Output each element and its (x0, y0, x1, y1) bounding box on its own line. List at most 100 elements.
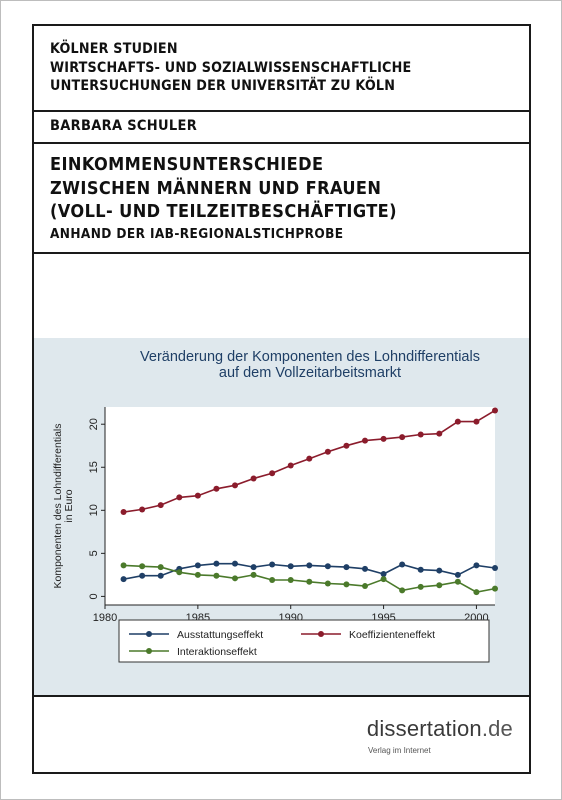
publisher-tld: .de (481, 716, 513, 741)
data-point (454, 571, 461, 578)
line-chart: Veränderung der Komponenten des Lohndiff… (52, 349, 498, 663)
data-point (232, 575, 238, 582)
series-line-3: UNTERSUCHUNGEN DER UNIVERSITÄT ZU KÖLN (50, 78, 396, 94)
data-point (324, 563, 331, 570)
legend-swatch-marker (146, 631, 152, 637)
data-point (324, 448, 331, 455)
series-line-1: KÖLNER STUDIEN (50, 41, 178, 57)
data-point (362, 565, 368, 572)
data-point (176, 494, 183, 501)
y-tick-label: 10 (88, 504, 100, 516)
data-point (287, 577, 294, 584)
legend-swatch-marker (318, 631, 324, 637)
data-point (157, 502, 164, 509)
data-point (213, 572, 220, 579)
data-point (343, 564, 350, 571)
data-point (492, 407, 498, 414)
data-point (492, 564, 498, 571)
series-line-2: WIRTSCHAFTS- UND SOZIALWISSENSCHAFTLICHE (50, 59, 412, 76)
legend-label: Ausstattungseffekt (177, 629, 263, 641)
data-point (380, 571, 387, 578)
data-point (269, 561, 276, 568)
title-line-2: ZWISCHEN MÄNNERN UND FRAUEN (50, 177, 382, 199)
data-point (399, 587, 406, 594)
data-point (436, 567, 443, 574)
divider (34, 695, 529, 697)
data-point (454, 578, 461, 585)
data-point (417, 431, 424, 438)
data-point (417, 566, 424, 573)
book-title: EINKOMMENSUNTERSCHIEDE ZWISCHEN MÄNNERN … (50, 153, 519, 224)
title-line-3: (VOLL- UND TEILZEITBESCHÄFTIGTE) (50, 201, 397, 222)
data-point (306, 455, 313, 462)
data-point (492, 585, 498, 592)
data-point (194, 571, 201, 578)
divider (34, 142, 529, 144)
data-point (176, 569, 183, 576)
x-tick-label: 1980 (93, 612, 117, 624)
data-point (213, 485, 220, 492)
data-point (250, 571, 257, 578)
data-point (473, 418, 480, 425)
data-point (287, 563, 294, 570)
legend-label: Interaktionseffekt (177, 646, 257, 658)
author-name: BARBARA SCHULER (50, 118, 198, 134)
data-point (120, 576, 127, 583)
chart-title-line: auf dem Vollzeitarbeitsmarkt (219, 365, 401, 381)
legend-swatch-marker (146, 648, 152, 654)
divider (34, 252, 529, 254)
data-point (362, 437, 368, 444)
data-point (139, 563, 146, 570)
data-point (417, 583, 424, 590)
chart-title-line: Veränderung der Komponenten des Lohndiff… (140, 349, 480, 365)
data-point (473, 589, 480, 596)
data-point (194, 562, 201, 569)
divider (34, 110, 529, 112)
book-subtitle: ANHAND DER IAB-REGIONALSTICHPROBE (50, 226, 344, 242)
series-title: KÖLNER STUDIEN WIRTSCHAFTS- UND SOZIALWI… (50, 40, 519, 96)
data-point (473, 562, 480, 569)
publisher-name: dissertation (366, 716, 482, 741)
data-point (250, 475, 257, 482)
data-point (399, 434, 406, 441)
chart-panel: Veränderung der Komponenten des Lohndiff… (34, 338, 529, 695)
data-point (380, 576, 387, 583)
data-point (232, 482, 238, 489)
y-tick-label: 5 (88, 550, 100, 556)
data-point (380, 435, 387, 442)
y-tick-label: 15 (88, 461, 100, 473)
data-point (139, 506, 146, 513)
cover-frame: KÖLNER STUDIEN WIRTSCHAFTS- UND SOZIALWI… (32, 24, 531, 774)
data-point (194, 492, 201, 499)
publisher-logo: dissertation.de (367, 716, 513, 742)
data-point (269, 470, 276, 477)
y-axis-label-line: Komponenten des Lohndifferentials (52, 423, 64, 588)
data-point (436, 430, 443, 437)
data-point (362, 583, 368, 590)
y-axis-label-line: in Euro (63, 489, 75, 522)
data-point (157, 572, 164, 579)
data-point (454, 418, 461, 425)
data-point (436, 582, 443, 589)
legend-box (118, 619, 490, 663)
data-point (157, 564, 164, 571)
data-point (213, 560, 220, 567)
y-tick-label: 20 (88, 418, 100, 430)
data-point (139, 572, 146, 579)
data-point (343, 581, 350, 588)
data-point (120, 562, 127, 569)
data-point (269, 577, 276, 584)
data-point (343, 442, 350, 449)
data-point (287, 462, 294, 469)
data-point (232, 560, 238, 567)
data-point (120, 509, 127, 516)
publisher-tagline: Verlag im Internet (368, 746, 431, 755)
legend-label: Koeffizienteneffekt (349, 629, 435, 641)
data-point (306, 562, 313, 569)
data-point (306, 578, 313, 585)
y-tick-label: 0 (88, 593, 100, 599)
title-line-1: EINKOMMENSUNTERSCHIEDE (50, 154, 324, 175)
data-point (399, 561, 406, 568)
data-point (324, 580, 331, 587)
